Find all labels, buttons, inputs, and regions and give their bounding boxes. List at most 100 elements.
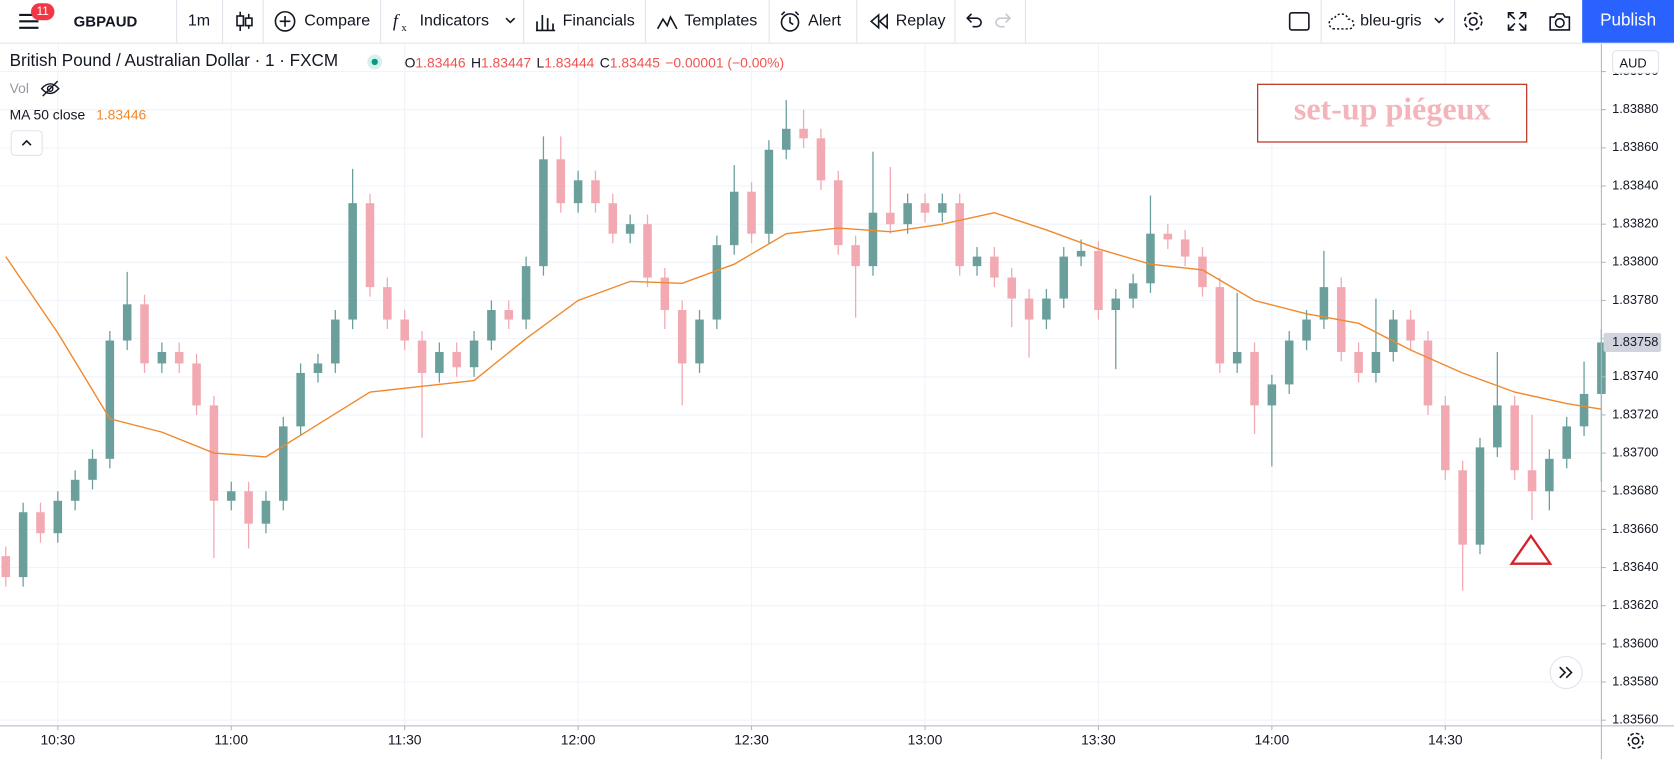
candle-body [1389,319,1398,352]
candle-body [1111,298,1121,311]
separator [1320,0,1322,43]
chevron[interactable] [504,15,517,26]
candle-body [1510,405,1519,471]
candle-body [417,340,427,373]
candle-body [1562,426,1571,459]
indicator-value: 1.83446 [96,106,147,123]
separator [523,0,525,43]
candle-body [1180,239,1190,257]
notification-badge[interactable]: 11 [30,3,55,21]
candle-body [1,556,11,578]
y-tick-label: 1.83780 [1612,292,1658,307]
triangle-marker [1509,533,1553,565]
collapse-button[interactable] [10,130,43,156]
ohlc-value: 1.83447 [480,54,532,71]
templates-icon[interactable] [656,10,679,33]
candle-body [331,319,340,364]
x-tick-label: 11:00 [214,732,248,748]
toolbar-button[interactable]: Financials [562,11,635,30]
separator [176,0,178,43]
compare-icon[interactable] [273,10,296,33]
candle-body [1198,256,1207,288]
candle-body [1042,298,1051,320]
separator [856,0,858,43]
toolbar-button[interactable]: Replay [895,11,946,30]
candle-body [1475,447,1485,545]
separator [954,0,956,43]
toolbar-button[interactable]: Indicators [419,11,490,30]
candle-body [157,351,167,364]
separator [768,0,770,43]
collapse-icon[interactable] [12,131,42,154]
chart-type-icon[interactable] [233,10,256,33]
market-status-dot [371,58,378,66]
x-tick-label: 13:00 [908,732,943,748]
candle-body [1527,470,1537,492]
settings-icon[interactable] [1462,10,1485,33]
annotation: set-up piégeux [1294,90,1491,126]
chevron[interactable] [1433,15,1446,26]
candle-body [868,212,878,267]
y-tick-label: 1.83660 [1612,521,1658,536]
candle-body [695,319,704,364]
interval[interactable]: 1m [187,11,211,30]
separator [222,0,224,43]
y-tick-label: 1.83600 [1612,635,1658,650]
x-tick-label: 12:00 [561,732,596,748]
publish-button[interactable]: Publish [1582,0,1674,43]
candle-body [851,245,860,267]
undo-icon[interactable] [963,10,984,33]
redo-icon[interactable] [993,10,1014,33]
candle-body [1094,250,1103,311]
layout-name[interactable]: bleu-gris [1360,11,1422,30]
cloud-icon[interactable] [1328,10,1358,33]
candle-body [747,191,756,234]
candle-body [643,224,652,278]
candle-body [244,491,253,524]
symbol[interactable]: GBPAUD [73,12,138,30]
candle-body [140,304,149,364]
settings-gear[interactable] [1627,732,1644,750]
alert-icon[interactable] [778,10,801,33]
candle-body [1579,393,1589,427]
candle-body [261,500,271,524]
candle-body [972,256,982,267]
candle-body [1007,277,1016,299]
x-tick-label: 13:30 [1081,732,1116,748]
candle-body [1250,351,1259,406]
toolbar-button[interactable]: Alert [808,11,842,30]
candle-body [1458,470,1467,545]
snapshot-icon[interactable] [1548,10,1571,33]
candle-body [660,277,670,311]
candle-body [174,351,184,364]
hidden-icon[interactable] [40,79,61,98]
candle-body [1059,256,1069,299]
candle-body [1163,233,1173,240]
candle-body [348,203,357,320]
ohlc-key: O [404,54,416,71]
toolbar-button[interactable]: Compare [304,11,371,30]
moving-average-line [5,212,1602,458]
separator [380,0,382,43]
separator [262,0,264,43]
candle-body [1493,405,1502,448]
candle-body [1545,458,1554,492]
candle-body [1076,250,1086,257]
financials-icon[interactable] [534,10,557,33]
toolbar-button[interactable]: Templates [684,11,758,30]
candle-body [313,363,323,373]
x-tick-label: 11:30 [388,732,422,748]
svg-text:f: f [393,11,401,31]
candle-body [365,203,375,288]
candle-body [88,458,97,480]
fullscreen-icon[interactable] [1505,10,1528,33]
currency[interactable]: AUD [1619,55,1647,71]
replay-icon[interactable] [867,10,890,33]
scroll-icon[interactable] [1559,666,1573,679]
y-tick-label: 1.83880 [1612,101,1658,116]
y-tick-label: 1.83820 [1612,216,1658,231]
layout-icon[interactable] [1288,10,1311,33]
candle-body [608,203,618,234]
currency-button[interactable]: AUD [1612,50,1660,74]
